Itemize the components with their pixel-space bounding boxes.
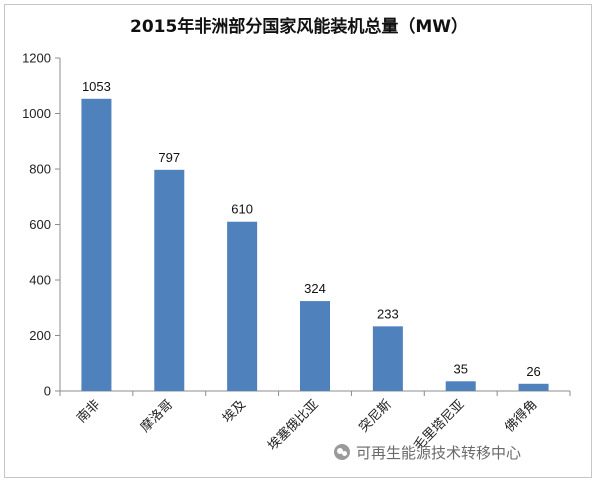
bar xyxy=(300,301,330,391)
chart-title: 2015年非洲部分国家风能装机总量（MW） xyxy=(130,17,468,37)
x-tick-label: 佛得角 xyxy=(501,397,540,436)
data-label: 35 xyxy=(453,361,467,376)
y-tick-label: 400 xyxy=(29,273,51,288)
watermark-text: 可再生能源技术转移中心 xyxy=(356,443,522,462)
y-tick-label: 200 xyxy=(29,328,51,343)
y-tick-label: 1000 xyxy=(22,106,51,121)
data-label: 324 xyxy=(304,281,326,296)
bar xyxy=(154,169,185,391)
y-tick-label: 1200 xyxy=(22,51,51,66)
bar xyxy=(518,383,549,391)
watermark: 可再生能源技术转移中心 xyxy=(334,441,521,463)
bar xyxy=(81,98,112,391)
x-tick-label: 摩洛哥 xyxy=(137,397,176,436)
x-tick-label: 突尼斯 xyxy=(356,397,395,436)
data-label: 797 xyxy=(158,150,180,165)
data-label: 610 xyxy=(231,202,253,217)
bar xyxy=(445,381,476,391)
y-tick-label: 0 xyxy=(44,384,51,399)
bar xyxy=(227,221,258,391)
data-label: 233 xyxy=(377,306,399,321)
y-tick-label: 600 xyxy=(29,217,51,232)
x-tick-label: 埃塞俄比亚 xyxy=(265,397,322,454)
wechat-icon xyxy=(334,444,350,460)
x-tick-label: 南非 xyxy=(74,397,104,427)
x-tick-label: 埃及 xyxy=(220,397,249,426)
data-label: 1053 xyxy=(82,79,111,94)
y-tick-label: 800 xyxy=(29,162,51,177)
bar xyxy=(372,326,403,391)
data-label: 26 xyxy=(526,364,540,379)
